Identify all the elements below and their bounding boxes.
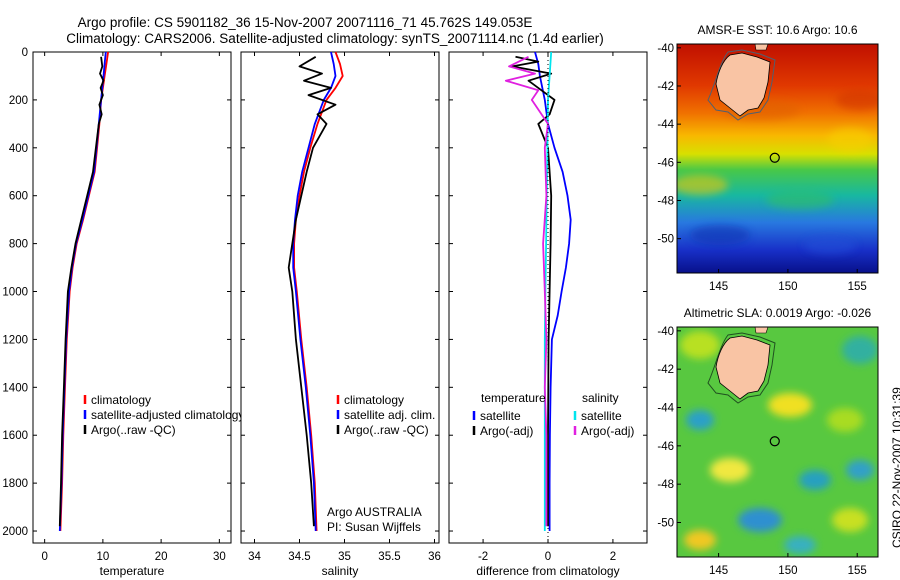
temperature-legend-label: Argo(..raw -QC) [91, 423, 176, 437]
salinity-xtick-label: 35.5 [378, 551, 400, 563]
salinity-panel: 34 34.5 35 35.5 36 salinity climatologysatelli… [240, 51, 441, 578]
sla_map-xtick-label: 150 [778, 565, 797, 577]
pi-annotation: PI: Susan Wijffels [327, 520, 421, 534]
temperature-xtick-label: 30 [213, 551, 226, 563]
diff-legend-label-salinity: satellite [581, 409, 622, 423]
temperature-ytick-label: 1200 [2, 334, 28, 346]
island-land-sst [754, 44, 769, 51]
difference-series-salinity-argo-adj- [504, 55, 549, 527]
sla_map-xtick-label: 155 [848, 565, 867, 577]
sst_map-title: AMSR-E SST: 10.6 Argo: 10.6 [697, 23, 857, 37]
temperature-ytick-label: 800 [9, 239, 28, 251]
sla-axes-frame [676, 326, 879, 558]
difference-xtick-label: -2 [478, 551, 488, 563]
temperature-panel: 0 10 20 30 0 200 400 600 800 1000 1200 1400 1600 1800… [2, 47, 244, 578]
temperature-legend-label: satellite-adjusted climatology [91, 408, 244, 422]
sla-map-panel: Altimetric SLA: 0.0019 Argo: -0.026 145 15… [657, 306, 879, 577]
sla_map-ytick-label: -40 [657, 326, 674, 338]
temperature-ytick-label: 2000 [2, 526, 28, 538]
sst_map-xtick-label: 150 [778, 281, 797, 293]
sst_map-ytick-label: -42 [657, 81, 674, 93]
legend-header-salinity: salinity [582, 391, 619, 405]
temperature-ytick-label: 600 [9, 191, 28, 203]
legend-header-temperature: temperature [481, 391, 546, 405]
temperature-ytick-label: 1800 [2, 478, 28, 490]
sla_map-ytick-label: -42 [657, 364, 674, 376]
sla_map-xtick-label: 145 [709, 565, 728, 577]
figure-title-line-2: Climatology: CARS2006. Satellite-adjuste… [66, 31, 604, 46]
diff-legend-label-salinity: Argo(-adj) [581, 424, 634, 438]
salinity-xlabel: salinity [322, 564, 359, 578]
salinity-series-argo-raw-qc- [287, 56, 337, 527]
diff-legend-label-temperature: Argo(-adj) [480, 424, 533, 438]
salinity-series-satellite-adj-clim- [292, 51, 337, 532]
temperature-xtick-label: 0 [41, 551, 47, 563]
salinity-axes-frame [240, 51, 440, 544]
difference-xtick-label: 2 [610, 551, 616, 563]
salinity-legend-label: satellite adj. clim. [344, 408, 435, 422]
sst_map-ytick-label: -44 [657, 119, 674, 131]
sst-axes-frame [676, 43, 879, 274]
temperature-legend-label: climatology [91, 393, 151, 407]
sla-texture [680, 331, 878, 554]
temperature-xtick-label: 10 [96, 551, 109, 563]
diff-legend-label-temperature: satellite [480, 409, 521, 423]
temperature-ytick-label: 400 [9, 143, 28, 155]
pi-annotation: Argo AUSTRALIA [327, 505, 422, 519]
sst_map-ytick-label: -40 [657, 43, 674, 55]
difference-xlabel: difference from climatology [476, 564, 619, 578]
sla_map-argo-position-marker [769, 436, 780, 447]
sla-contour [707, 332, 776, 404]
sst_map-argo-position-marker [769, 152, 780, 163]
temperature-axes-frame [32, 51, 232, 544]
temperature-ytick-label: 1000 [2, 287, 28, 299]
salinity-xtick-label: 35 [338, 551, 351, 563]
sst_map-ytick-label: -50 [657, 234, 674, 246]
sst-contour-outer [707, 49, 776, 121]
difference-series-temperature-satellite [534, 51, 572, 531]
salinity-xtick-label: 36 [428, 551, 441, 563]
salinity-xtick-label: 34 [248, 551, 261, 563]
tasmania-land-sla [715, 335, 771, 400]
sla_map-ytick-label: -46 [657, 441, 674, 453]
figure-title-line-1: Argo profile: CS 5901182_36 15-Nov-2007 … [77, 15, 533, 30]
difference-xtick-label: 0 [545, 551, 551, 563]
salinity-legend-label: Argo(..raw -QC) [344, 423, 429, 437]
sst_map-ytick-label: -48 [657, 195, 674, 207]
sla_map-title: Altimetric SLA: 0.0019 Argo: -0.026 [684, 306, 872, 320]
temperature-xlabel: temperature [100, 564, 165, 578]
temperature-series-argo-raw-qc- [58, 56, 105, 527]
sst_map-xtick-label: 155 [848, 281, 867, 293]
csiro-timestamp: CSIRO 22-Nov-2007 10:31:39 [890, 387, 900, 548]
sst_map-ytick-label: -46 [657, 157, 674, 169]
island-land-sla [754, 327, 769, 334]
sla_map-ytick-label: -44 [657, 403, 674, 415]
temperature-xtick-label: 20 [155, 551, 168, 563]
temperature-ytick-label: 1600 [2, 430, 28, 442]
temperature-ytick-label: 1400 [2, 382, 28, 394]
temperature-ytick-label: 0 [22, 47, 28, 59]
sla_map-ytick-label: -50 [657, 518, 674, 530]
salinity-xtick-label: 34.5 [288, 551, 310, 563]
sla_map-ytick-label: -48 [657, 479, 674, 491]
temperature-ytick-label: 200 [9, 95, 28, 107]
salinity-legend-label: climatology [344, 393, 404, 407]
sst-map-panel: AMSR-E SST: 10.6 Argo: 10.6 145 150 155 -40 -… [657, 23, 879, 293]
tasmania-land-sst [715, 52, 771, 117]
sst_map-xtick-label: 145 [709, 281, 728, 293]
